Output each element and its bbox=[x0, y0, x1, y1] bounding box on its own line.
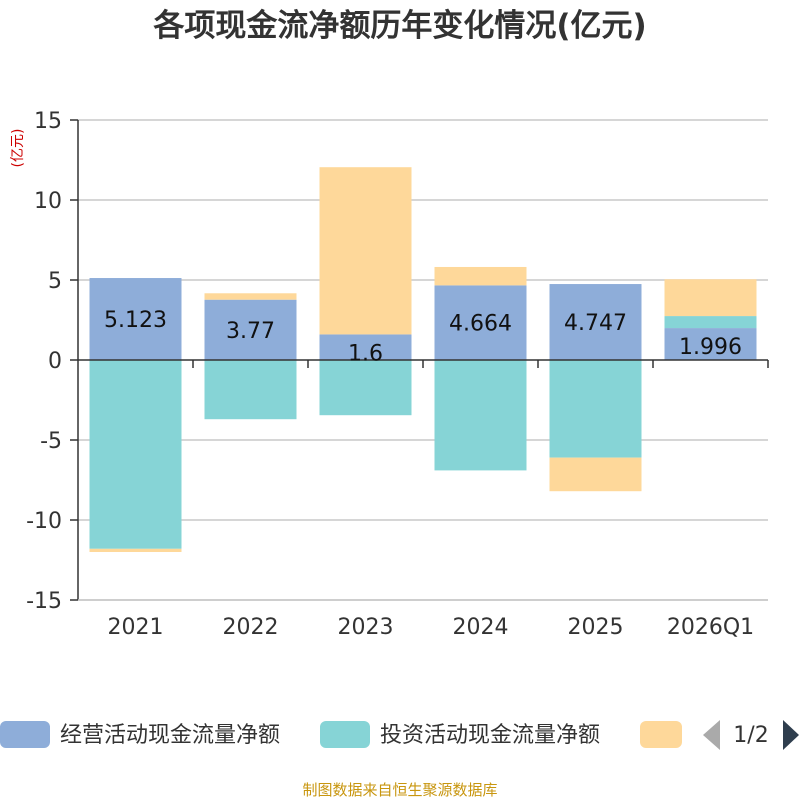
y-tick-label: 0 bbox=[48, 349, 62, 374]
bar-2022-series-1[interactable] bbox=[204, 360, 297, 420]
data-label-2026Q1: 1.996 bbox=[679, 335, 742, 360]
x-tick-label: 2025 bbox=[568, 615, 624, 640]
bar-2024-series-2[interactable] bbox=[434, 266, 527, 286]
y-tick-label: 5 bbox=[48, 269, 62, 294]
data-label-2022: 3.77 bbox=[226, 319, 275, 344]
bars bbox=[89, 167, 757, 552]
legend-label-investing: 投资活动现金流量净额 bbox=[380, 723, 600, 748]
triangle-left-icon[interactable] bbox=[703, 720, 720, 750]
y-tick-label: 15 bbox=[34, 109, 62, 134]
legend-item-third[interactable] bbox=[640, 721, 682, 748]
legend-page-indicator: 1/2 bbox=[733, 723, 768, 748]
x-tick-label: 2022 bbox=[223, 615, 279, 640]
bar-2024-series-0[interactable] bbox=[434, 285, 527, 360]
data-label-2021: 5.123 bbox=[104, 308, 167, 333]
legend: 经营活动现金流量净额 投资活动现金流量净额 1/2 bbox=[0, 720, 799, 750]
bar-2023-series-0[interactable] bbox=[319, 334, 412, 360]
bar-2026Q1-series-2[interactable] bbox=[664, 279, 757, 317]
bar-2025-series-1[interactable] bbox=[549, 360, 642, 458]
bar-2026Q1-series-0[interactable] bbox=[664, 328, 757, 360]
bar-2021-series-1[interactable] bbox=[89, 360, 182, 549]
legend-item-operating[interactable]: 经营活动现金流量净额 bbox=[0, 721, 280, 748]
y-axis-ticks: 15 10 5 0 -5 -10 -15 bbox=[26, 109, 78, 614]
legend-swatch-operating bbox=[0, 721, 50, 748]
data-label-2023: 1.6 bbox=[348, 341, 383, 366]
y-tick-label: 10 bbox=[34, 189, 62, 214]
bar-2021-series-2[interactable] bbox=[89, 548, 182, 552]
x-tick-label: 2026Q1 bbox=[667, 615, 754, 640]
legend-swatch-third bbox=[640, 721, 682, 748]
bar-2023-series-2[interactable] bbox=[319, 167, 412, 335]
x-tick-label: 2023 bbox=[338, 615, 394, 640]
legend-swatch-investing bbox=[320, 721, 370, 748]
data-source: 制图数据来自恒生聚源数据库 bbox=[302, 781, 497, 799]
bar-2022-series-0[interactable] bbox=[204, 299, 297, 360]
x-tick-label: 2021 bbox=[108, 615, 164, 640]
legend-item-investing[interactable]: 投资活动现金流量净额 bbox=[320, 721, 600, 748]
chart-title: 各项现金流净额历年变化情况(亿元) bbox=[152, 8, 646, 44]
bar-2025-series-2[interactable] bbox=[549, 457, 642, 492]
bar-2021-series-0[interactable] bbox=[89, 278, 182, 360]
y-axis-unit: (亿元) bbox=[10, 129, 26, 168]
bar-2023-series-1[interactable] bbox=[319, 360, 412, 416]
y-tick-label: -15 bbox=[26, 589, 62, 614]
bar-2024-series-1[interactable] bbox=[434, 360, 527, 471]
x-axis-ticks: 2021 2022 2023 2024 2025 2026Q1 bbox=[108, 360, 754, 640]
bar-2025-series-0[interactable] bbox=[549, 284, 642, 360]
data-label-2024: 4.664 bbox=[449, 312, 512, 337]
data-labels: 5.123 3.77 1.6 4.664 4.747 1.996 bbox=[104, 308, 742, 366]
x-tick-label: 2024 bbox=[453, 615, 509, 640]
triangle-right-icon[interactable] bbox=[783, 720, 799, 750]
legend-label-operating: 经营活动现金流量净额 bbox=[60, 723, 280, 748]
bar-2026Q1-series-1[interactable] bbox=[664, 316, 757, 329]
y-tick-label: -10 bbox=[26, 509, 62, 534]
data-label-2025: 4.747 bbox=[564, 311, 627, 336]
y-tick-label: -5 bbox=[40, 429, 62, 454]
bar-2022-series-2[interactable] bbox=[204, 293, 297, 300]
